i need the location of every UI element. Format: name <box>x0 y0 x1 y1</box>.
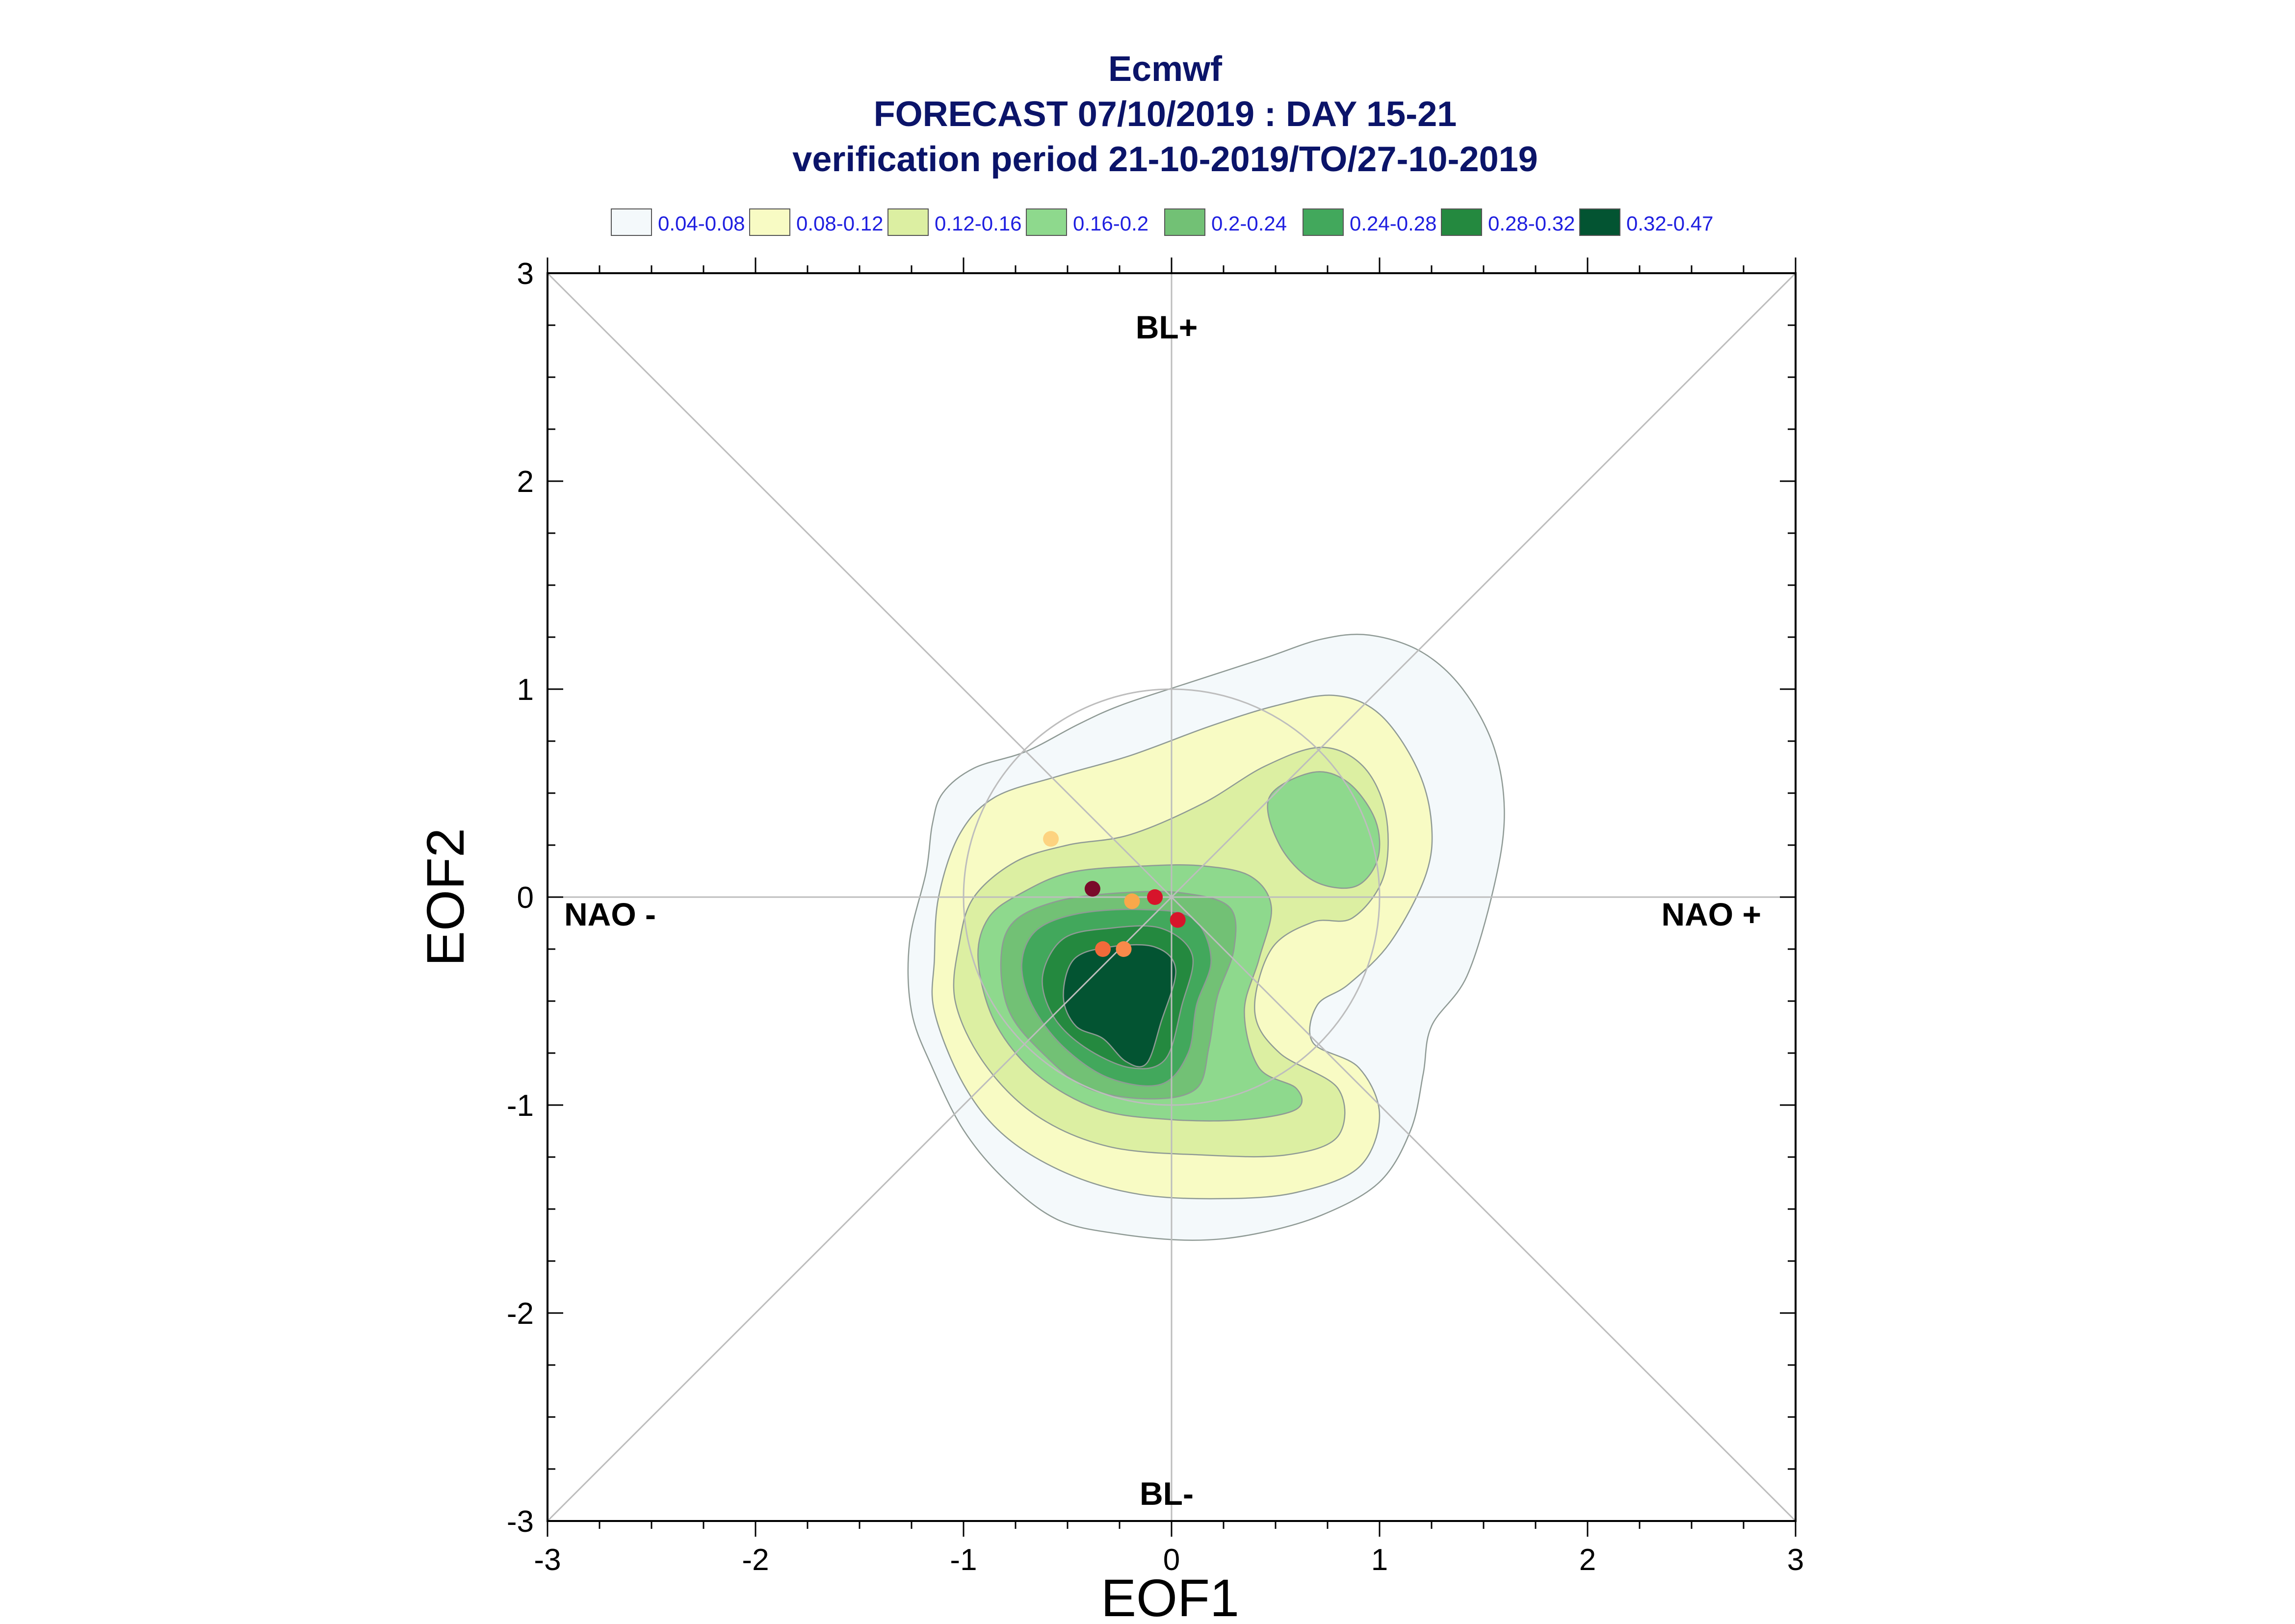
legend-label: 0.32-0.47 <box>1626 212 1714 235</box>
legend-swatch <box>1303 208 1344 236</box>
y-tick-label: 0 <box>517 881 534 915</box>
chart-subtitle-verification: verification period 21-10-2019/TO/27-10-… <box>792 140 1538 179</box>
legend-swatch <box>1164 208 1205 236</box>
density-contours <box>907 634 1505 1241</box>
forecast-point <box>1095 941 1111 957</box>
forecast-point <box>1170 912 1186 928</box>
forecast-point <box>1116 941 1132 957</box>
y-axis-label: EOF2 <box>416 828 475 966</box>
legend-label: 0.16-0.2 <box>1073 212 1149 235</box>
chart-title: Ecmwf <box>1108 50 1223 89</box>
legend-label: 0.24-0.28 <box>1350 212 1437 235</box>
regime-label-bl-minus: BL- <box>1140 1475 1194 1512</box>
legend-label: 0.28-0.32 <box>1488 212 1575 235</box>
y-tick-label: -1 <box>507 1089 534 1123</box>
x-tick-label: -3 <box>534 1543 561 1577</box>
legend-label: 0.04-0.08 <box>658 212 745 235</box>
legend-swatch <box>1579 208 1620 236</box>
y-tick-label: 1 <box>517 673 534 707</box>
y-tick-label: 3 <box>517 257 534 291</box>
regime-label-nao-minus: NAO - <box>564 896 656 932</box>
forecast-points <box>1043 831 1186 957</box>
x-tick-label: 1 <box>1371 1543 1388 1577</box>
legend-label: 0.12-0.16 <box>935 212 1022 235</box>
legend-swatch <box>1026 208 1067 236</box>
legend-label: 0.08-0.12 <box>796 212 884 235</box>
legend-swatch <box>749 208 790 236</box>
unit-circle <box>963 688 1381 1106</box>
regime-label-nao-plus: NAO + <box>1661 896 1761 932</box>
reference-lines <box>548 273 1796 1521</box>
x-tick-label: -2 <box>742 1543 769 1577</box>
legend-swatch <box>1441 208 1482 236</box>
y-tick-label: -3 <box>507 1505 534 1539</box>
x-axis-label: EOF1 <box>1101 1568 1239 1624</box>
y-tick-label: 2 <box>517 465 534 499</box>
forecast-point <box>1043 831 1059 847</box>
chart-title-block: Ecmwf FORECAST 07/10/2019 : DAY 15-21 ve… <box>0 47 2295 182</box>
forecast-point <box>1147 889 1163 905</box>
regime-label-bl-plus: BL+ <box>1136 309 1198 345</box>
x-tick-label: 3 <box>1787 1543 1804 1577</box>
x-tick-label: 0 <box>1163 1543 1180 1577</box>
y-tick-label: -2 <box>507 1297 534 1331</box>
x-tick-label: 2 <box>1579 1543 1596 1577</box>
legend-swatch <box>611 208 652 236</box>
legend-swatch <box>887 208 929 236</box>
density-contour <box>1267 771 1381 889</box>
legend-label: 0.2-0.24 <box>1211 212 1287 235</box>
x-tick-label: -1 <box>950 1543 977 1577</box>
forecast-point <box>1124 893 1140 909</box>
axis-ticks: -3 -2 -1 0 1 2 3 -3 -2 -1 0 1 2 3 <box>507 257 1804 1577</box>
forecast-point <box>1084 881 1100 897</box>
chart-subtitle-forecast: FORECAST 07/10/2019 : DAY 15-21 <box>873 95 1457 134</box>
